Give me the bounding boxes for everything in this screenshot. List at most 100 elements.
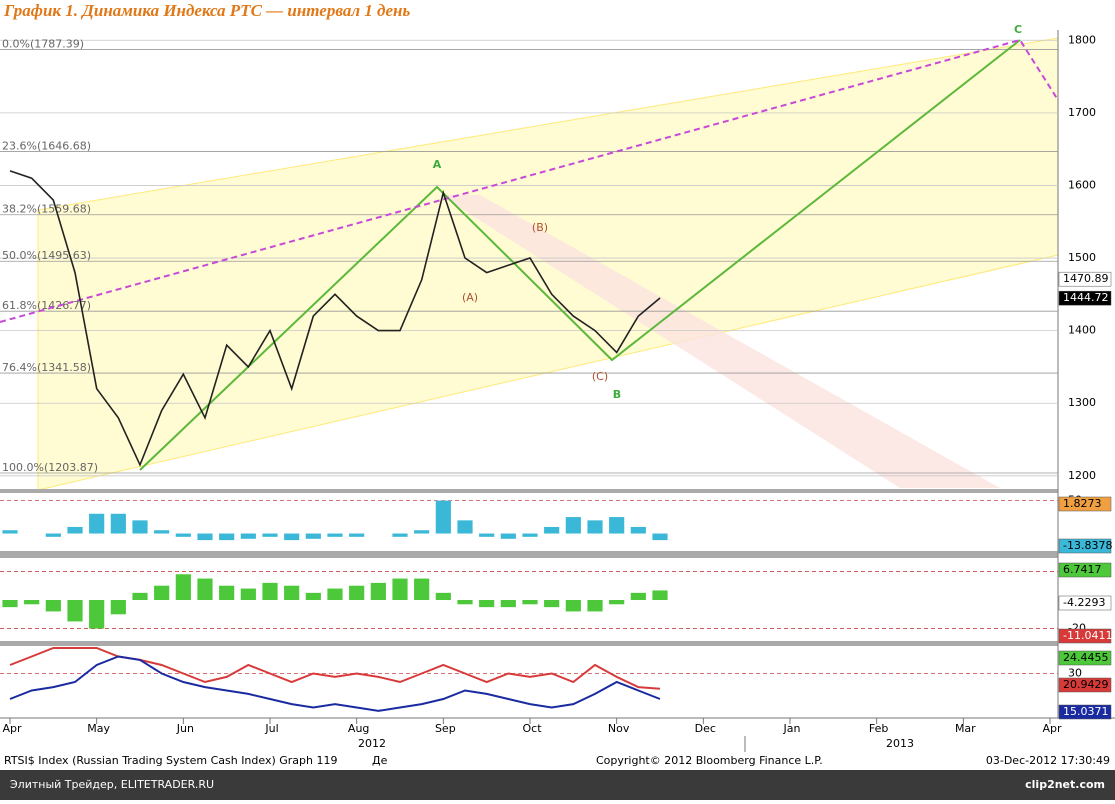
bar — [630, 592, 646, 600]
x-tick-label: Apr — [2, 722, 22, 735]
bar — [197, 533, 213, 541]
wave-label: A — [433, 158, 442, 171]
bar — [175, 533, 191, 537]
bar — [262, 582, 278, 600]
last-value-box — [1058, 496, 1112, 512]
bar — [500, 600, 516, 608]
bar — [219, 533, 235, 541]
bar — [175, 574, 191, 600]
bar — [327, 588, 343, 600]
bar — [45, 533, 61, 537]
bar — [630, 526, 646, 534]
bar — [609, 517, 625, 534]
last-value-label: -13.8378 — [1063, 539, 1112, 552]
bar — [652, 533, 668, 541]
x-tick-label: Aug — [348, 722, 369, 735]
bar — [565, 600, 581, 612]
y-tick-label: 1800 — [1068, 33, 1096, 46]
last-value-box — [1058, 562, 1112, 578]
bar — [609, 600, 625, 605]
fib-label: 23.6%(1646.68) — [2, 140, 91, 153]
fib-label: 38.2%(1559.68) — [2, 203, 91, 216]
bar — [392, 578, 408, 600]
trend-line — [0, 38, 1059, 323]
bar — [544, 526, 560, 534]
wave-label: B — [613, 388, 621, 401]
last-value-box — [1058, 628, 1112, 644]
bar — [219, 585, 235, 600]
bar — [197, 578, 213, 600]
x-tick-label: Nov — [608, 722, 630, 735]
bar — [435, 500, 451, 534]
last-value-label: 1444.72 — [1063, 291, 1109, 304]
wave-line — [139, 39, 1021, 471]
bar — [457, 600, 473, 605]
watermark-right: clip2net.com — [1025, 778, 1105, 791]
bar — [89, 600, 105, 629]
year-label: 2012 — [358, 737, 386, 750]
y-tick-label: 1500 — [1068, 251, 1096, 264]
bar — [110, 600, 126, 615]
bar — [154, 585, 170, 600]
bar — [24, 600, 40, 605]
y-tick-label: 1600 — [1068, 178, 1096, 191]
bar — [370, 582, 386, 600]
bar — [305, 533, 321, 539]
bar — [132, 520, 148, 534]
bar — [240, 533, 256, 539]
x-tick-label: Apr — [1042, 722, 1062, 735]
x-tick-label: May — [87, 722, 110, 735]
bar — [154, 530, 170, 534]
bar — [652, 590, 668, 600]
bar — [67, 526, 83, 534]
y-tick-label: 1200 — [1068, 469, 1096, 482]
bar — [284, 585, 300, 600]
bar — [284, 533, 300, 541]
wave-label: (A) — [462, 291, 478, 304]
y-tick-label: 1700 — [1068, 106, 1096, 119]
wave-label: C — [1014, 23, 1022, 36]
last-value-box — [1058, 538, 1112, 554]
y-tick-label: 30 — [1068, 667, 1082, 680]
last-value-box — [1058, 704, 1112, 720]
last-value-label: 1470.89 — [1063, 272, 1109, 285]
bar — [457, 520, 473, 534]
bar — [565, 517, 581, 534]
x-tick-label: Jul — [264, 722, 278, 735]
bar — [327, 533, 343, 537]
series-line — [9, 655, 661, 712]
bar — [522, 533, 538, 537]
x-tick-label: Mar — [955, 722, 976, 735]
bar — [587, 520, 603, 534]
year-label: 2013 — [886, 737, 914, 750]
last-value-box — [1058, 271, 1112, 287]
x-tick-label: Sep — [435, 722, 456, 735]
bar — [414, 578, 430, 600]
bar — [435, 592, 451, 600]
last-value-box — [1058, 677, 1112, 693]
bar — [349, 585, 365, 600]
last-value-label: 15.0371 — [1063, 705, 1109, 718]
fib-label: 76.4%(1341.58) — [2, 361, 91, 374]
last-value-box — [1058, 595, 1112, 611]
y-tick-label: 1300 — [1068, 396, 1096, 409]
separator — [0, 489, 1058, 493]
x-tick-label: Feb — [869, 722, 888, 735]
last-value-label: 6.7417 — [1063, 563, 1102, 576]
last-value-label: 1.8273 — [1063, 497, 1102, 510]
bar — [110, 513, 126, 534]
bar — [45, 600, 61, 612]
last-value-label: -11.0411 — [1063, 629, 1112, 642]
fib-label: 50.0%(1495.63) — [2, 249, 91, 262]
x-tick-label: Oct — [522, 722, 542, 735]
x-tick-label: Jun — [176, 722, 194, 735]
bar — [479, 533, 495, 537]
last-value-box — [1058, 650, 1112, 666]
separator — [0, 641, 1058, 646]
bar — [89, 513, 105, 534]
last-value-label: 20.9429 — [1063, 678, 1109, 691]
bar — [262, 533, 278, 537]
footer-center: Copyright© 2012 Bloomberg Finance L.P. — [596, 754, 823, 767]
separator — [0, 551, 1058, 558]
